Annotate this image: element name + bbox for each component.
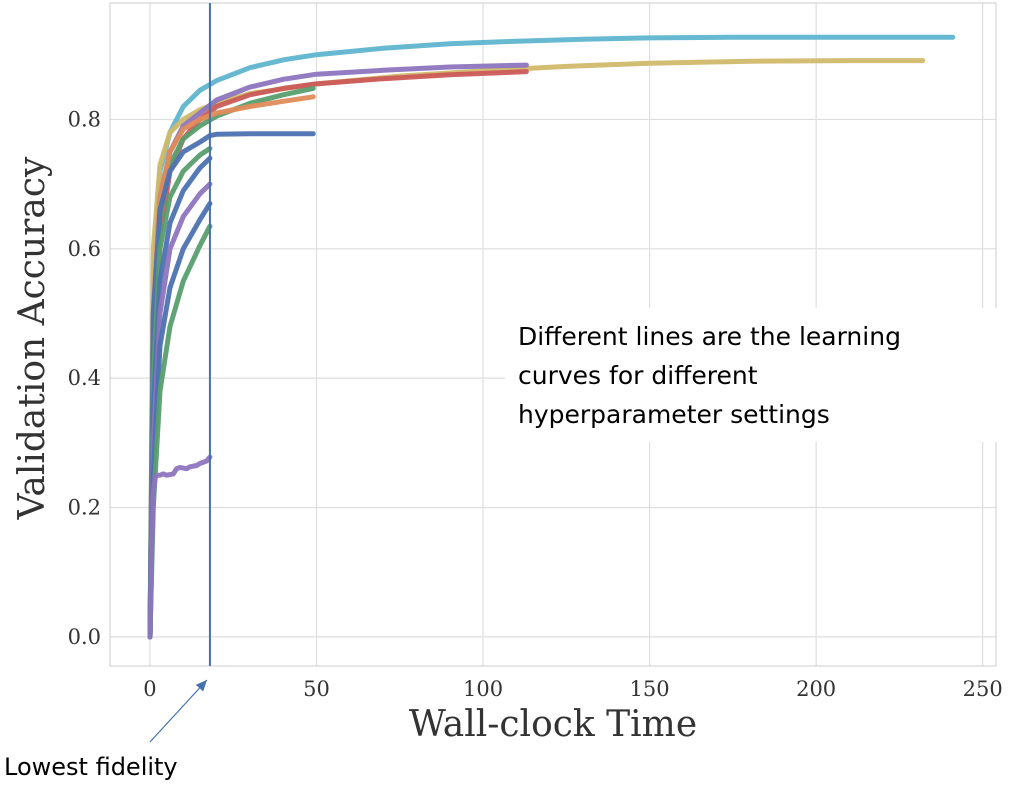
y-tick-label: 0.8 (68, 107, 101, 131)
series-line-13 (147, 454, 213, 640)
x-tick-label: 0 (143, 677, 156, 701)
series-layer (147, 34, 956, 640)
y-axis-label: Validation Accuracy (12, 156, 53, 520)
x-axis-label: Wall-clock Time (409, 704, 697, 745)
tick-labels: 0 50 100 150 200 250 0.0 0.2 0.4 0.6 0.8 (68, 107, 1003, 701)
series-line-6 (147, 94, 316, 640)
note-box (505, 308, 1004, 442)
series-line-7 (147, 131, 316, 640)
note-line-1: Different lines are the learning (518, 322, 901, 351)
fidelity-arrow (149, 679, 208, 743)
note-line-3: hyperparameter settings (518, 400, 830, 429)
x-tick-label: 50 (303, 677, 330, 701)
x-tick-label: 250 (963, 677, 1003, 701)
y-tick-label: 0.0 (68, 625, 101, 649)
x-tick-label: 200 (796, 677, 836, 701)
fidelity-arrowhead (195, 680, 207, 692)
y-tick-label: 0.2 (68, 496, 101, 520)
series-line-5 (147, 85, 316, 640)
note-line-2: curves for different (518, 361, 758, 390)
y-tick-label: 0.6 (68, 237, 101, 261)
y-tick-label: 0.4 (68, 366, 101, 390)
x-tick-label: 150 (630, 677, 670, 701)
x-tick-label: 100 (463, 677, 503, 701)
lowest-fidelity-label: Lowest fidelity (4, 753, 178, 781)
series-line-4 (147, 69, 529, 640)
